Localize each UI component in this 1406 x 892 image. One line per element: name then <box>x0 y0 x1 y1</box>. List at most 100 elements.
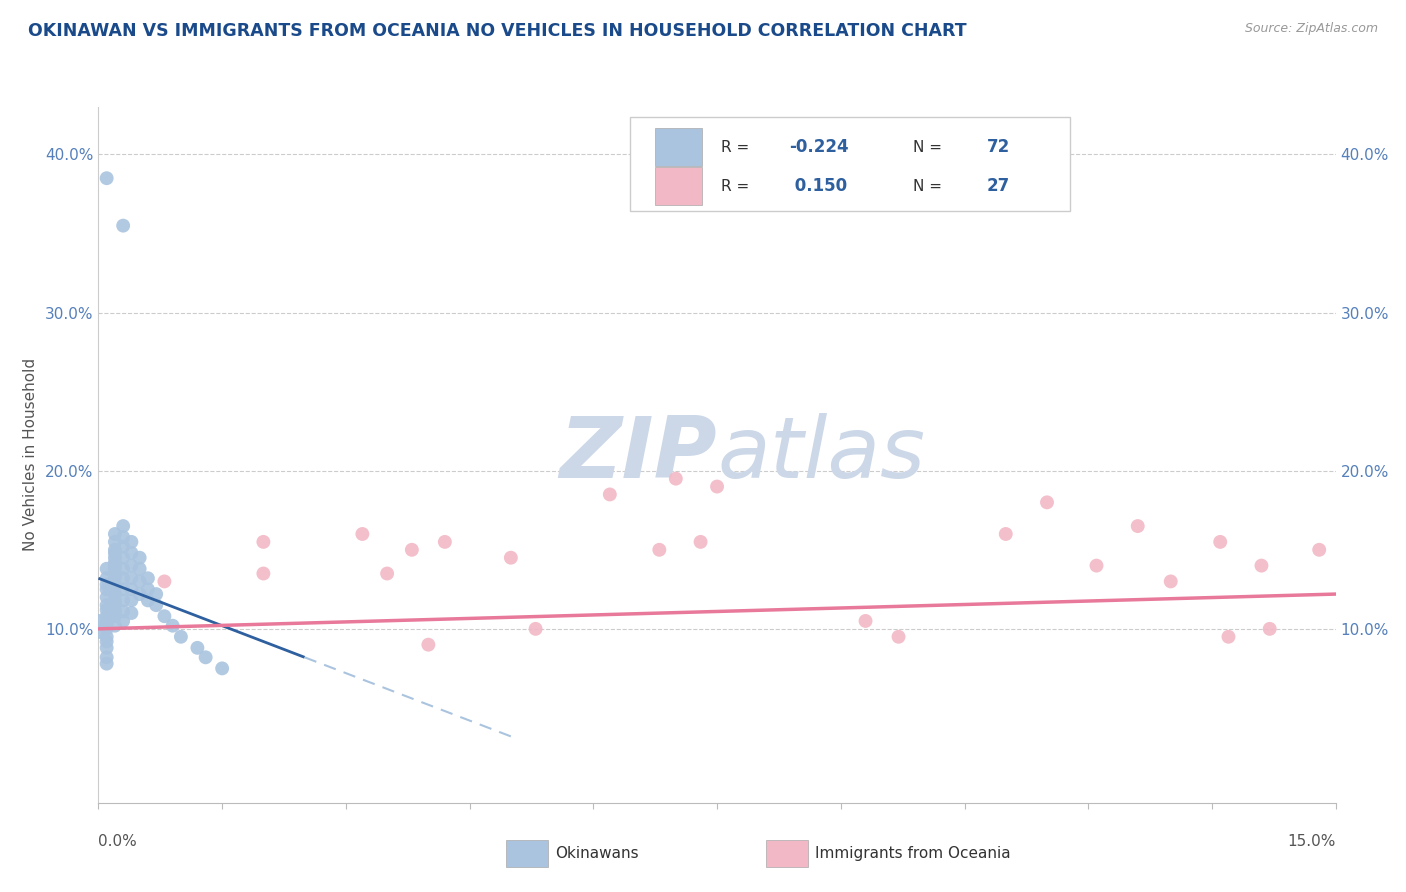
Point <box>96 582 118 597</box>
Point <box>128 587 150 601</box>
Point <box>87 614 110 628</box>
Point <box>96 562 118 576</box>
Point <box>499 550 522 565</box>
Point <box>104 603 127 617</box>
Point <box>112 593 135 607</box>
Point <box>120 582 142 597</box>
Point <box>136 571 159 585</box>
Point <box>433 534 456 549</box>
Point <box>104 618 127 632</box>
Y-axis label: No Vehicles in Household: No Vehicles in Household <box>22 359 38 551</box>
Point <box>104 527 127 541</box>
Point <box>104 562 127 576</box>
Point <box>120 593 142 607</box>
Point <box>104 587 127 601</box>
Point <box>104 593 127 607</box>
Point <box>104 558 127 573</box>
Point <box>211 661 233 675</box>
Point <box>104 597 127 611</box>
Point <box>1036 495 1059 509</box>
Point <box>1218 630 1240 644</box>
Point <box>706 479 728 493</box>
Point <box>136 593 159 607</box>
Point <box>104 546 127 560</box>
Text: R =: R = <box>721 178 754 194</box>
Point <box>112 614 135 628</box>
Point <box>96 577 118 591</box>
Point <box>96 640 118 655</box>
Point <box>104 606 127 620</box>
Point <box>1250 558 1272 573</box>
Point <box>599 487 621 501</box>
Point <box>375 566 398 581</box>
Point <box>665 472 688 486</box>
FancyBboxPatch shape <box>630 118 1070 211</box>
Point <box>145 587 167 601</box>
Point <box>120 546 142 560</box>
Point <box>1160 574 1182 589</box>
Point <box>96 615 118 630</box>
Text: Source: ZipAtlas.com: Source: ZipAtlas.com <box>1244 22 1378 36</box>
Point <box>96 591 118 605</box>
Point <box>252 534 274 549</box>
Point <box>120 534 142 549</box>
Bar <box>655 128 702 166</box>
Text: 0.0%: 0.0% <box>98 834 138 849</box>
Point <box>1209 534 1232 549</box>
Point <box>96 650 118 665</box>
Point <box>96 598 118 612</box>
Point <box>145 598 167 612</box>
Point <box>96 609 118 624</box>
Text: -0.224: -0.224 <box>789 138 848 156</box>
Point <box>112 540 135 554</box>
Text: 27: 27 <box>987 178 1010 195</box>
Point <box>104 571 127 585</box>
Point <box>104 577 127 591</box>
Text: R =: R = <box>721 139 754 154</box>
Point <box>194 650 217 665</box>
Point <box>1126 519 1149 533</box>
Point <box>153 609 176 624</box>
Text: Okinawans: Okinawans <box>555 847 638 861</box>
Point <box>112 219 135 233</box>
Point <box>128 550 150 565</box>
Point <box>120 571 142 585</box>
Point <box>104 542 127 557</box>
Text: 72: 72 <box>987 138 1010 156</box>
Point <box>112 530 135 544</box>
Text: atlas: atlas <box>717 413 925 497</box>
Point <box>401 542 423 557</box>
Point <box>136 582 159 597</box>
Point <box>96 630 118 644</box>
Point <box>96 617 118 632</box>
Point <box>524 622 547 636</box>
Point <box>128 562 150 576</box>
Point <box>112 550 135 565</box>
Point <box>1308 542 1330 557</box>
Point <box>87 625 110 640</box>
Point <box>96 171 118 186</box>
Point <box>104 577 127 591</box>
Point <box>96 603 118 617</box>
Point <box>96 571 118 585</box>
Point <box>104 587 127 601</box>
Text: 0.150: 0.150 <box>789 178 846 195</box>
Point <box>352 527 374 541</box>
Point <box>162 618 184 632</box>
Point <box>104 550 127 565</box>
Point <box>418 638 440 652</box>
Text: Immigrants from Oceania: Immigrants from Oceania <box>815 847 1011 861</box>
Point <box>887 630 910 644</box>
Point <box>170 630 193 644</box>
Point <box>112 562 135 576</box>
Point <box>104 534 127 549</box>
Point <box>855 614 877 628</box>
Point <box>1258 622 1281 636</box>
Bar <box>655 167 702 205</box>
Point <box>112 582 135 597</box>
Text: N =: N = <box>912 178 946 194</box>
Text: OKINAWAN VS IMMIGRANTS FROM OCEANIA NO VEHICLES IN HOUSEHOLD CORRELATION CHART: OKINAWAN VS IMMIGRANTS FROM OCEANIA NO V… <box>28 22 967 40</box>
Point <box>96 634 118 648</box>
Point <box>120 606 142 620</box>
Point <box>104 609 127 624</box>
